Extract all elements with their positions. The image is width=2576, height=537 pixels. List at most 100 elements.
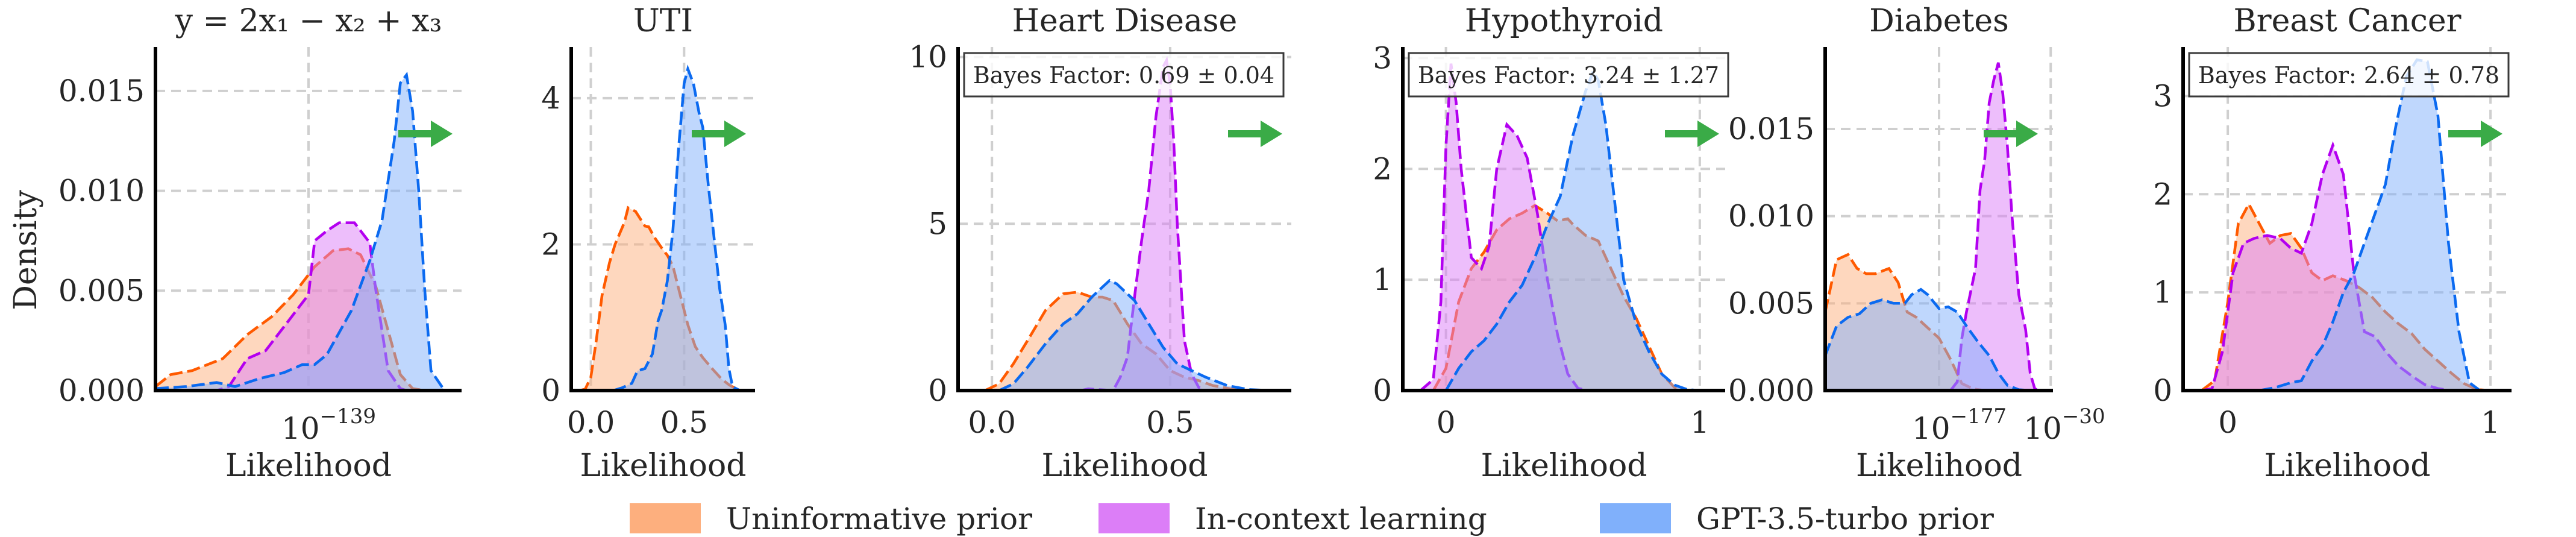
x-tick-base: 10 (2023, 411, 2062, 446)
legend-label: Uninformative prior (726, 501, 1032, 536)
y-tick-label: 0.010 (1728, 199, 1814, 234)
density-area-2 (2201, 145, 2465, 391)
panel-2: 0 2 4 0.0 0.5 UTI Likelihood (541, 3, 755, 484)
panel-title: Heart Disease (1012, 3, 1238, 39)
arrow-right-icon (1984, 121, 2038, 147)
x-tick-label: 0 (2218, 405, 2237, 440)
density-line-3 (998, 278, 1270, 392)
density-area-3 (2259, 60, 2480, 391)
legend-label: In-context learning (1195, 501, 1487, 536)
arrow-right-icon (398, 121, 453, 147)
y-tick-label: 0.000 (58, 373, 145, 408)
x-tick-exponent: −30 (2062, 404, 2105, 429)
y-tick-label: 0.005 (58, 273, 145, 308)
panel-title: Breast Cancer (2234, 3, 2462, 39)
bayes-factor-box (1408, 52, 1729, 98)
density-area-2 (1420, 63, 1599, 391)
x-axis-label: Likelihood (1041, 448, 1208, 484)
legend-swatch (1098, 503, 1170, 533)
density-line-2 (613, 64, 741, 392)
x-tick-base: 10 (281, 411, 320, 446)
bayes-factor-box (2188, 52, 2510, 98)
y-tick-label: 5 (928, 206, 947, 241)
x-tick-base: 10 (1912, 411, 1951, 446)
density-line-3 (2258, 58, 2481, 392)
density-area-3 (999, 280, 1270, 391)
y-tick-label: 3 (1373, 40, 1392, 75)
y-tick-label: 4 (541, 81, 560, 116)
x-axis-label: Likelihood (580, 448, 746, 484)
y-tick-label: 0 (541, 373, 560, 408)
x-tick-label: 10−177 (1912, 404, 2007, 446)
y-tick-label: 0.015 (1728, 111, 1814, 146)
panel-title: UTI (633, 3, 693, 39)
panel-3: 0 5 10 0.0 0.5 Heart Disease Likelihood Bayes F… (909, 3, 1291, 484)
y-tick-label: 0 (2153, 373, 2172, 408)
arrow-right-icon (692, 121, 746, 147)
density-line-2 (2201, 141, 2465, 392)
y-tick-label: 1 (1373, 262, 1392, 297)
density-line-3 (1823, 287, 2031, 392)
density-line-2 (1420, 63, 1599, 392)
y-axis-label: Density (8, 190, 44, 310)
bayes-factor-text: Bayes Factor: 2.64 ± 0.78 (2198, 62, 2499, 89)
legend-label: GPT-3.5-turbo prior (1696, 501, 1994, 536)
panel-4: 0 1 2 3 0 1 Hypothyroid Likelihood Bayes Factor:… (1373, 3, 1729, 484)
x-axis-label: Likelihood (225, 448, 392, 484)
x-tick-label: 0.5 (1146, 405, 1194, 440)
x-tick-exponent: −139 (320, 404, 376, 429)
bayes-factor-box (963, 52, 1285, 98)
x-axis-label: Likelihood (1856, 448, 2022, 484)
y-tick-label: 0.005 (1728, 286, 1814, 321)
arrow-right-icon (1228, 121, 1282, 147)
y-tick-label: 0.000 (1728, 373, 1814, 408)
legend-item: GPT-3.5-turbo prior (1600, 501, 1994, 536)
y-tick-label: 1 (2153, 275, 2172, 310)
panel-title: y = 2x₁ − x₂ + x₃ (175, 3, 442, 39)
x-tick-label: 0.0 (567, 405, 615, 440)
legend-item: Uninformative prior (630, 501, 1032, 536)
x-tick-label: 1 (2481, 405, 2500, 440)
panel-title: Diabetes (1869, 3, 2009, 39)
density-line-3 (155, 71, 447, 392)
arrow-right-icon (1665, 121, 1719, 147)
legend-swatch (1600, 503, 1671, 533)
bayes-factor-text: Bayes Factor: 3.24 ± 1.27 (1418, 62, 1719, 89)
x-tick-label: 10−30 (2023, 404, 2105, 446)
y-tick-label: 10 (909, 40, 947, 75)
y-tick-label: 2 (2153, 177, 2172, 212)
y-tick-label: 2 (1373, 151, 1392, 186)
y-tick-label: 0 (1373, 373, 1392, 408)
legend-swatch (630, 503, 701, 533)
legend: Uninformative prior In-context learning GP… (630, 501, 1994, 536)
x-axis-label: Likelihood (2264, 448, 2430, 484)
density-area-3 (1446, 71, 1700, 391)
y-tick-label: 0.010 (58, 174, 145, 209)
y-tick-label: 0.015 (58, 74, 145, 108)
arrow-right-icon (2448, 121, 2502, 147)
y-tick-label: 2 (541, 227, 560, 262)
x-tick-label: 0 (1437, 405, 1456, 440)
density-area-2 (613, 69, 741, 391)
density-area-2 (1081, 60, 1206, 391)
x-tick-label: 0.0 (968, 405, 1016, 440)
density-area-3 (155, 75, 447, 391)
legend-item: In-context learning (1098, 501, 1487, 536)
panel-6: 0 1 2 3 0 1 Breast Cancer Likelihood Bayes Facto… (2153, 3, 2512, 484)
panel-title: Hypothyroid (1465, 3, 1663, 39)
density-area-1 (579, 207, 741, 391)
x-axis-label: Likelihood (1481, 448, 1647, 484)
x-tick-label: 0.5 (660, 405, 709, 440)
x-tick-label: 10−139 (281, 404, 376, 446)
panel-1: 0.000 0.005 0.010 0.015 10−139 y = 2x₁ − x₂ +… (58, 3, 462, 484)
density-line-2 (1949, 62, 2040, 392)
density-area-3 (1825, 289, 2031, 391)
x-tick-label: 1 (1690, 405, 1709, 440)
bayes-factor-text: Bayes Factor: 0.69 ± 0.04 (973, 62, 1274, 89)
y-tick-label: 0 (928, 373, 947, 408)
y-tick-label: 3 (2153, 78, 2172, 113)
density-area-2 (1950, 63, 2040, 391)
x-tick-exponent: −177 (1951, 404, 2007, 429)
